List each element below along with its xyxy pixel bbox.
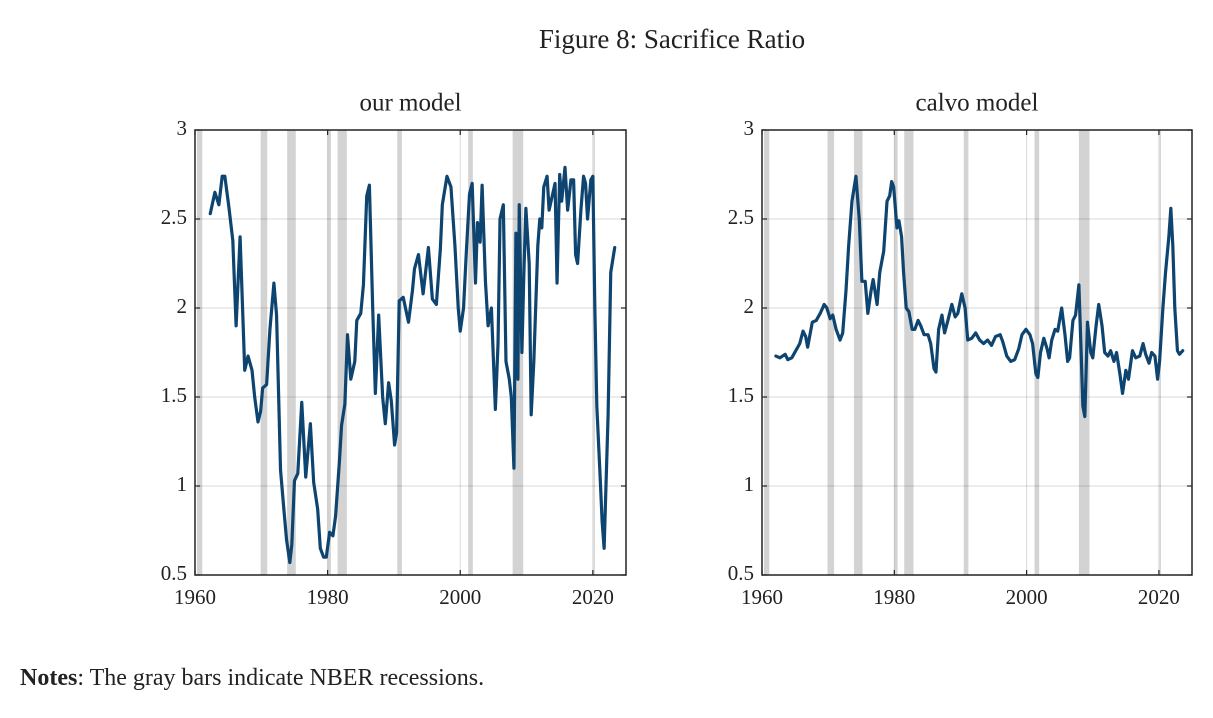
- recession-bar: [196, 130, 203, 575]
- notes-label: Notes: [20, 665, 77, 691]
- recession-bar: [287, 130, 296, 575]
- y-tick-label: 2.5: [161, 205, 187, 229]
- x-tick-label: 2020: [1138, 585, 1180, 609]
- recession-bar: [1034, 130, 1040, 575]
- x-tick-label: 1960: [174, 585, 216, 609]
- series-group: [208, 165, 617, 565]
- y-tick-label: 0.5: [728, 561, 754, 585]
- recessions: [763, 130, 1161, 575]
- series-line: [208, 165, 617, 565]
- recession-bar: [327, 130, 331, 575]
- recession-bar: [894, 130, 898, 575]
- series-line: [774, 174, 1185, 419]
- x-tick-label: 1980: [873, 585, 915, 609]
- recession-bar: [337, 130, 347, 575]
- y-tick-label: 1: [177, 472, 188, 496]
- notes-text: : The gray bars indicate NBER recessions…: [77, 665, 484, 691]
- y-tick-label: 1.5: [161, 383, 187, 407]
- subplot: our model 0.5 1 1.5 2 2.5 3 1960 1980 2000 2020: [161, 90, 627, 609]
- recession-bar: [260, 130, 268, 575]
- x-tick-label: 2000: [439, 585, 481, 609]
- notes: Notes: The gray bars indicate NBER reces…: [20, 665, 484, 691]
- y-tick-label: 1.5: [728, 383, 754, 407]
- y-tick-label: 2: [177, 294, 188, 318]
- axes-box: [194, 129, 627, 576]
- x-tick-label: 1960: [741, 585, 783, 609]
- recession-bar: [1078, 130, 1090, 575]
- recession-bar: [763, 130, 770, 575]
- y-tick-label: 1: [744, 472, 755, 496]
- subplot-title: our model: [359, 90, 461, 117]
- recession-bar: [827, 130, 835, 575]
- y-tick-label: 3: [177, 116, 188, 140]
- y-tick-label: 3: [744, 116, 755, 140]
- recession-bar: [963, 130, 969, 575]
- x-tick-label: 2000: [1006, 585, 1048, 609]
- series-group: [774, 174, 1185, 419]
- recession-bar: [853, 130, 863, 575]
- axes-box: [761, 129, 1193, 576]
- y-tick-label: 2: [744, 294, 755, 318]
- figure-title: Figure 8: Sacrifice Ratio: [539, 24, 805, 54]
- subplot-title: calvo model: [916, 90, 1039, 117]
- x-tick-label: 2020: [572, 585, 614, 609]
- subplot: calvo model 0.5 1 1.5 2 2.5 3 1960 1980 2000 2020: [728, 90, 1193, 609]
- y-tick-label: 2.5: [728, 205, 754, 229]
- recession-bar: [468, 130, 473, 575]
- x-tick-label: 1980: [307, 585, 349, 609]
- recession-bar: [904, 130, 914, 575]
- y-tick-label: 0.5: [161, 561, 187, 585]
